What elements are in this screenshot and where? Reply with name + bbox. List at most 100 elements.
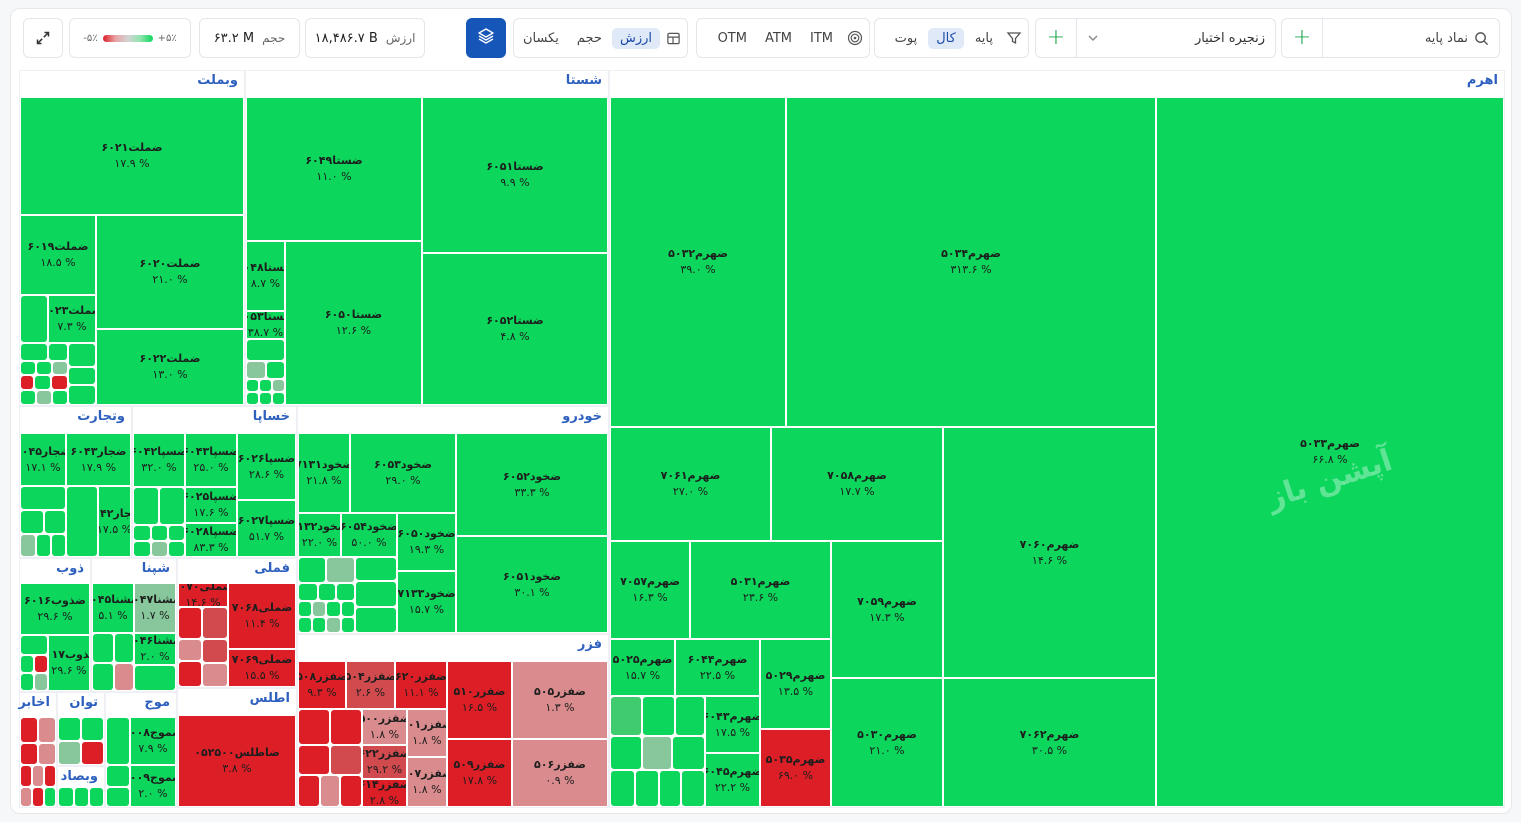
small-tile[interactable] <box>635 770 659 807</box>
small-tile[interactable] <box>20 743 38 765</box>
small-tile[interactable] <box>298 583 318 601</box>
small-tile[interactable] <box>20 295 48 343</box>
filter-otm[interactable]: OTM <box>717 30 747 46</box>
small-tile[interactable] <box>89 787 104 807</box>
option-tile[interactable]: ضفزر۵۰۵ ۱.۳ % <box>512 661 608 739</box>
option-tile[interactable]: ضفزر۵۰۰۱.۸ % <box>362 709 407 745</box>
small-tile[interactable] <box>51 534 66 557</box>
option-tile[interactable]: ضستا۶۰۵۳۳۸.۷ % <box>246 311 285 339</box>
filter-itm[interactable]: ITM <box>810 30 833 46</box>
option-tile[interactable]: ضسپا۶۰۴۳ ۲۵.۰ % <box>185 433 237 487</box>
small-tile[interactable] <box>259 392 272 405</box>
small-tile[interactable] <box>20 510 44 534</box>
small-tile[interactable] <box>272 379 285 392</box>
small-tile[interactable] <box>20 361 36 375</box>
option-tile[interactable]: ضستا۶۰۴۹ ۱۱.۰ % <box>246 97 422 241</box>
small-tile[interactable] <box>320 775 340 807</box>
option-tile[interactable]: ضفزر۵۰۴ ۲.۶ % <box>346 661 395 709</box>
option-tile[interactable]: ضستا۶۰۵۲ ۴.۸ % <box>422 253 608 405</box>
option-tile[interactable]: ضهرم۷۰۶۲ ۳۰.۵ % <box>943 678 1156 807</box>
sector-title[interactable]: اخابر <box>18 695 50 710</box>
option-tile[interactable]: ضسپا۶۰۲۷ ۵۱.۷ % <box>237 500 296 557</box>
small-tile[interactable] <box>610 696 642 736</box>
small-tile[interactable] <box>36 361 52 375</box>
small-tile[interactable] <box>20 343 48 361</box>
small-tile[interactable] <box>681 770 705 807</box>
small-tile[interactable] <box>326 557 355 583</box>
option-tile[interactable]: ضخود۶۰۵۴ ۵۰.۰ % <box>341 513 397 557</box>
small-tile[interactable] <box>151 525 168 541</box>
sector-title[interactable]: خساپا <box>252 409 290 424</box>
option-tile[interactable]: ضملت۶۰۲۲ ۱۳.۰ % <box>96 329 244 405</box>
small-tile[interactable] <box>202 607 228 639</box>
small-tile[interactable] <box>202 639 228 663</box>
option-tile[interactable]: ضموج۶۰۰۸۷.۹ % <box>130 717 176 765</box>
option-tile[interactable]: ضشنا۶۰۴۵۵.۱ % <box>92 583 134 633</box>
option-tile[interactable]: ضشنا۶۰۴۷۱.۷ % <box>134 583 176 633</box>
filter-base[interactable]: پایه <box>974 30 993 46</box>
mode-equal[interactable]: یکسان <box>522 30 559 46</box>
small-tile[interactable] <box>330 745 362 775</box>
small-tile[interactable] <box>312 601 326 617</box>
small-tile[interactable] <box>298 557 326 583</box>
small-tile[interactable] <box>68 343 96 367</box>
layers-button[interactable] <box>466 18 506 58</box>
option-tile[interactable]: ضملت۶۰۲۳۷.۳ % <box>48 295 96 343</box>
small-tile[interactable] <box>58 787 74 807</box>
small-tile[interactable] <box>133 541 151 557</box>
option-tile[interactable]: ضفزر۵۰۹ ۱۷.۸ % <box>447 739 512 807</box>
small-tile[interactable] <box>44 765 56 787</box>
option-tile[interactable]: ضاطلس۰۵۲۵۰۰ ۳.۸ % <box>178 715 296 807</box>
small-tile[interactable] <box>151 541 168 557</box>
small-tile[interactable] <box>32 765 44 787</box>
option-tile[interactable]: ضملی۷۰۶۹ ۱۵.۵ % <box>228 649 296 687</box>
option-tile[interactable]: ضجار۶۰۴۲۱۷.۵ % <box>98 486 131 557</box>
small-tile[interactable] <box>298 709 330 745</box>
small-tile[interactable] <box>36 534 51 557</box>
option-tile[interactable]: ضسپا۶۰۲۶ ۲۸.۶ % <box>237 433 296 500</box>
filter-call[interactable]: کال <box>928 27 964 49</box>
small-tile[interactable] <box>20 655 34 673</box>
option-tile[interactable]: ضفزر۵۰۱۱.۸ % <box>407 709 447 757</box>
small-tile[interactable] <box>178 661 202 687</box>
small-tile[interactable] <box>336 583 355 601</box>
option-tile[interactable]: ضملت۶۰۲۰ ۲۱.۰ % <box>96 215 244 329</box>
sector-title[interactable]: ذوب <box>56 561 84 576</box>
small-tile[interactable] <box>355 557 397 581</box>
option-tile[interactable]: ضملی۷۰۶۸ ۱۱.۴ % <box>228 583 296 649</box>
option-tile[interactable]: ضهرم۵۰۳۲ ۳۹.۰ % <box>610 97 786 427</box>
option-tile[interactable]: ضذوب۶۰۱۷۲۹.۶ % <box>48 635 90 691</box>
search-box[interactable]: نماد پایه + <box>1281 18 1500 58</box>
small-tile[interactable] <box>330 709 362 745</box>
sector-title[interactable]: وبصاد <box>60 769 98 784</box>
small-tile[interactable] <box>341 601 355 617</box>
option-tile[interactable]: ضهرم۶۰۴۴ ۲۲.۵ % <box>675 639 760 696</box>
option-tile[interactable]: ضفزر۵۰۸ ۹.۳ % <box>298 661 346 709</box>
small-tile[interactable] <box>642 736 672 770</box>
small-tile[interactable] <box>52 390 68 405</box>
option-tile[interactable]: ضهرم۵۰۳۰ ۲۱.۰ % <box>831 678 943 807</box>
small-tile[interactable] <box>168 525 185 541</box>
small-tile[interactable] <box>20 390 36 405</box>
sector-title[interactable]: اهرم <box>1466 73 1498 88</box>
mode-volume[interactable]: حجم <box>576 30 602 46</box>
small-tile[interactable] <box>355 607 397 633</box>
small-tile[interactable] <box>20 765 32 787</box>
small-tile[interactable] <box>341 617 355 633</box>
small-tile[interactable] <box>20 673 34 691</box>
small-tile[interactable] <box>672 736 705 770</box>
small-tile[interactable] <box>38 743 56 765</box>
option-tile[interactable]: ضخود۶۰۵۰ ۱۹.۳ % <box>397 513 456 571</box>
filter-icon[interactable] <box>1006 30 1022 46</box>
small-tile[interactable] <box>52 361 68 375</box>
option-tile[interactable]: ضهرم۵۰۲۵ ۱۵.۷ % <box>610 639 675 696</box>
small-tile[interactable] <box>32 787 44 807</box>
small-tile[interactable] <box>44 787 56 807</box>
sector-title[interactable]: شپنا <box>141 561 170 576</box>
option-tile[interactable]: ضخود۷۱۳۳ ۱۵.۷ % <box>397 571 456 633</box>
option-tile[interactable]: ضفزر۵۰۷۱.۸ % <box>407 757 447 807</box>
small-tile[interactable] <box>20 486 66 510</box>
small-tile[interactable] <box>134 665 176 691</box>
small-tile[interactable] <box>326 601 341 617</box>
option-tile[interactable]: ضملی۷۰۷۰۱۴.۶ % <box>178 583 228 607</box>
